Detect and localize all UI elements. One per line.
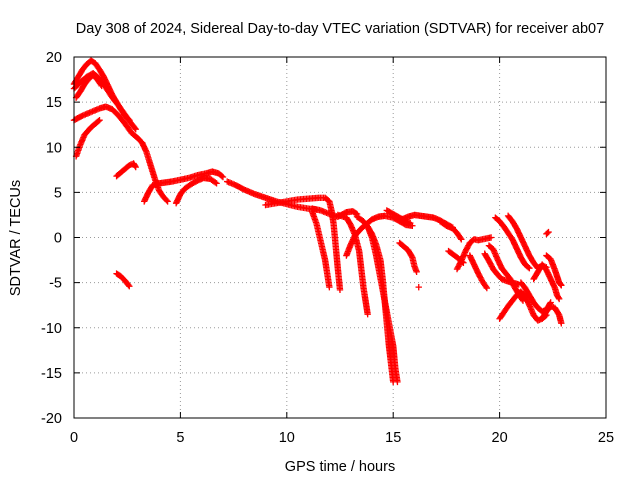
series-arc-09 bbox=[141, 168, 227, 205]
data-point bbox=[164, 198, 171, 205]
data-point bbox=[483, 284, 491, 292]
data-point bbox=[163, 197, 170, 204]
data-point bbox=[98, 82, 105, 90]
x-tick-label: 25 bbox=[598, 430, 614, 446]
y-tick-label: 5 bbox=[54, 185, 62, 201]
data-point bbox=[364, 311, 371, 318]
data-point bbox=[413, 268, 420, 275]
data-point bbox=[213, 180, 220, 187]
data-point bbox=[326, 283, 333, 291]
series-arc-23 bbox=[436, 218, 465, 243]
series-arc-20 bbox=[396, 239, 420, 275]
series-arc-35 bbox=[543, 228, 552, 238]
data-point bbox=[482, 283, 490, 290]
axis-ticks: 0 5 10 15 20 25 -20 -15 -10 -5 0 5 10 15 20 bbox=[41, 50, 614, 446]
x-tick-label: 10 bbox=[279, 430, 295, 446]
data-point bbox=[95, 117, 102, 125]
series-arc-07 bbox=[113, 270, 133, 290]
y-tick-label: 10 bbox=[46, 140, 62, 156]
y-tick-label: -20 bbox=[41, 411, 62, 427]
series-arc-29 bbox=[492, 214, 533, 272]
series-arc-25 bbox=[453, 234, 495, 273]
data-point bbox=[218, 172, 226, 180]
data-point bbox=[336, 286, 344, 294]
data-point bbox=[352, 210, 360, 217]
series-arc-28 bbox=[485, 242, 527, 304]
y-tick-label: -15 bbox=[41, 366, 62, 382]
data-point bbox=[407, 219, 414, 227]
series-arc-36 bbox=[543, 252, 565, 289]
data-point bbox=[126, 283, 133, 290]
series-arc-11 bbox=[224, 178, 320, 213]
series-arc-26 bbox=[466, 252, 491, 292]
data-point bbox=[131, 124, 139, 132]
x-axis-label: GPS time / hours bbox=[285, 459, 395, 475]
data-point bbox=[555, 294, 562, 301]
data-point bbox=[545, 228, 552, 236]
data-point bbox=[132, 163, 139, 171]
series-arc-04 bbox=[72, 71, 105, 101]
x-tick-label: 15 bbox=[385, 430, 401, 446]
series-arc-13 bbox=[309, 209, 333, 291]
y-tick-label: 0 bbox=[54, 231, 62, 247]
series-arc-10 bbox=[172, 174, 220, 207]
data-point bbox=[525, 264, 532, 271]
series-arc-18 bbox=[364, 223, 401, 386]
y-tick-label: 15 bbox=[46, 95, 62, 111]
data-point bbox=[394, 378, 401, 386]
y-tick-label: 20 bbox=[46, 50, 62, 66]
x-tick-label: 20 bbox=[492, 430, 508, 446]
series-arc-33 bbox=[530, 261, 563, 303]
data-point bbox=[415, 283, 422, 291]
data-point bbox=[558, 320, 565, 327]
data-point bbox=[558, 282, 565, 289]
data-point bbox=[457, 234, 464, 242]
data-point bbox=[131, 162, 139, 170]
y-axis-label: SDTVAR / TECUs bbox=[8, 180, 24, 296]
grid bbox=[74, 57, 606, 418]
series-arc-08 bbox=[138, 139, 171, 205]
series-arc-05 bbox=[72, 116, 103, 160]
data-point bbox=[487, 234, 495, 241]
x-tick-label: 0 bbox=[70, 430, 78, 446]
data-point bbox=[96, 116, 103, 124]
series-arc-22 bbox=[415, 283, 422, 291]
y-tick-label: -5 bbox=[49, 276, 62, 292]
y-tick-label: -10 bbox=[41, 321, 62, 337]
x-tick-label: 5 bbox=[176, 430, 184, 446]
data-point bbox=[132, 126, 139, 133]
series-arc-12 bbox=[262, 194, 344, 294]
data-point bbox=[544, 229, 551, 237]
data-point bbox=[125, 281, 132, 289]
series-arc-02 bbox=[70, 70, 139, 133]
series-arc-16 bbox=[343, 212, 416, 259]
chart-title: Day 308 of 2024, Sidereal Day-to-day VTE… bbox=[76, 21, 604, 37]
data-point bbox=[555, 295, 563, 303]
plot-area bbox=[70, 57, 565, 386]
data-point bbox=[97, 81, 105, 88]
data-point bbox=[526, 264, 533, 272]
data-point bbox=[458, 236, 465, 243]
data-point bbox=[212, 179, 219, 186]
series-arc-34 bbox=[538, 302, 565, 327]
series-arc-06 bbox=[113, 160, 139, 180]
data-point bbox=[219, 173, 227, 181]
data-point bbox=[557, 281, 564, 288]
